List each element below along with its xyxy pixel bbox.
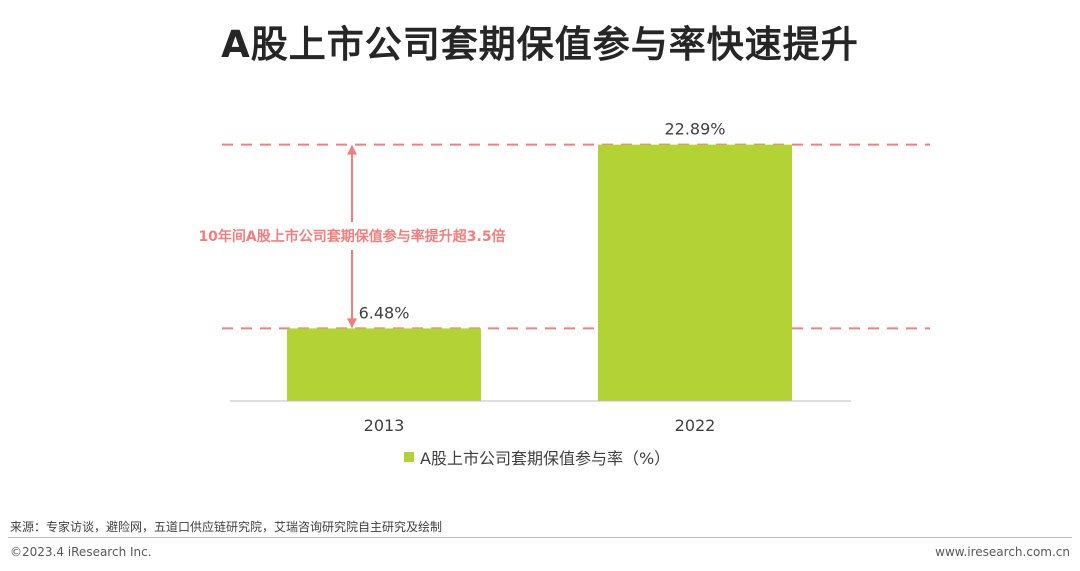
chart-legend: A股上市公司套期保值参与率（%）	[404, 446, 670, 468]
x-tick-label-2022: 2022	[675, 416, 716, 435]
footer-divider	[8, 537, 1072, 538]
source-note: 来源：专家访谈，避险网，五道口供应链研究院，艾瑞咨询研究院自主研究及绘制	[10, 520, 443, 534]
bar-2013	[287, 328, 481, 401]
copyright: ©2023.4 iResearch Inc.	[10, 545, 152, 559]
bar-2022	[598, 144, 792, 401]
legend-swatch	[404, 452, 414, 462]
page-title: A股上市公司套期保值参与率快速提升	[221, 23, 859, 66]
legend-label: A股上市公司套期保值参与率（%）	[420, 449, 671, 468]
value-label-2022: 22.89%	[664, 120, 725, 139]
website-link[interactable]: www.iresearch.com.cn	[935, 545, 1070, 559]
x-tick-label-2013: 2013	[364, 416, 405, 435]
value-label-2013: 6.48%	[359, 303, 410, 322]
annotation-arrowhead-up	[347, 144, 357, 155]
annotation-arrowhead-down	[347, 318, 357, 329]
annotation-text: 10年间A股上市公司套期保值参与率提升超3.5倍	[198, 228, 505, 245]
